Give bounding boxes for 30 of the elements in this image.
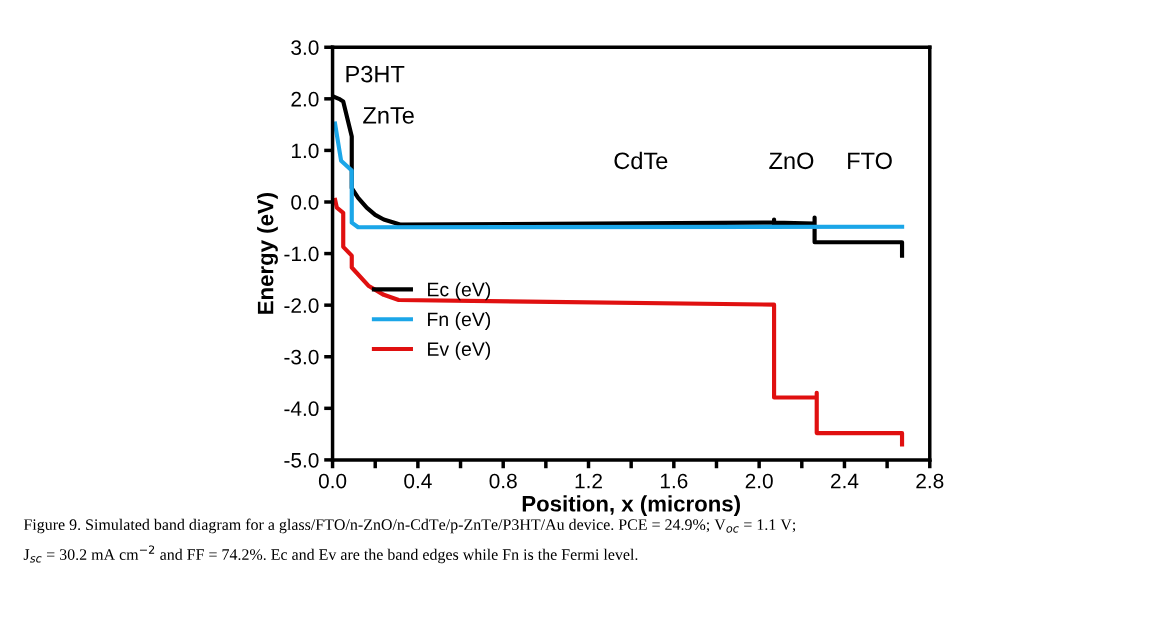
x-tick-label: 2.0 [745,473,773,489]
legend-label: Fn (eV) [428,311,491,331]
y-tick-label: 2.0 [291,91,319,107]
y-tick-label: 0.0 [291,195,319,210]
y-tick-label: -4.0 [284,401,319,417]
annotation: FTO [848,152,892,170]
x-tick-label: 0.4 [404,473,432,489]
caption: Figure 9. Simulated band diagram for a glass/FTO/n-ZnO/n-CdTe/p-ZnTe/P3HT/Au device. PCE = 24.9%; V$_{oc}$ = 1.1 V; [23,518,796,534]
line-series [332,195,905,449]
y-tick-label: 1.0 [292,143,319,159]
annotation: CdTe [614,151,668,170]
x-tick-label: 1.6 [660,473,688,489]
text: J$_{sc}$ = 30.2 mA cm$^{−2}$ and FF = 74.2%. Ec and Ev are the band edges while Fn is the Fermi level. [23,545,638,564]
x-tick-label: 2.4 [831,473,859,489]
x-tick-label: 1.2 [575,473,602,489]
y-tick-label: -5.0 [284,452,319,468]
y-axis-title: Energy (eV) [257,192,278,314]
y-tick-label: -1.0 [284,246,319,262]
x-tick-label: 2.8 [916,473,944,489]
y-tick-label: -3.0 [284,349,319,365]
y-tick-label: -2.0 [284,298,319,313]
annotation: ZnO [769,152,814,170]
x-axis-title: Position, x (microns) [522,495,740,517]
annotation: P3HT [346,65,405,83]
annotation: ZnTe [363,107,414,124]
x-tick-label: 0.8 [489,473,517,489]
y-tick-label: 3.0 [291,40,319,55]
x-tick-label: 0.0 [318,473,347,489]
legend-label: Ec (eV) [428,282,491,301]
legend-label: Ev (eV) [428,341,491,360]
